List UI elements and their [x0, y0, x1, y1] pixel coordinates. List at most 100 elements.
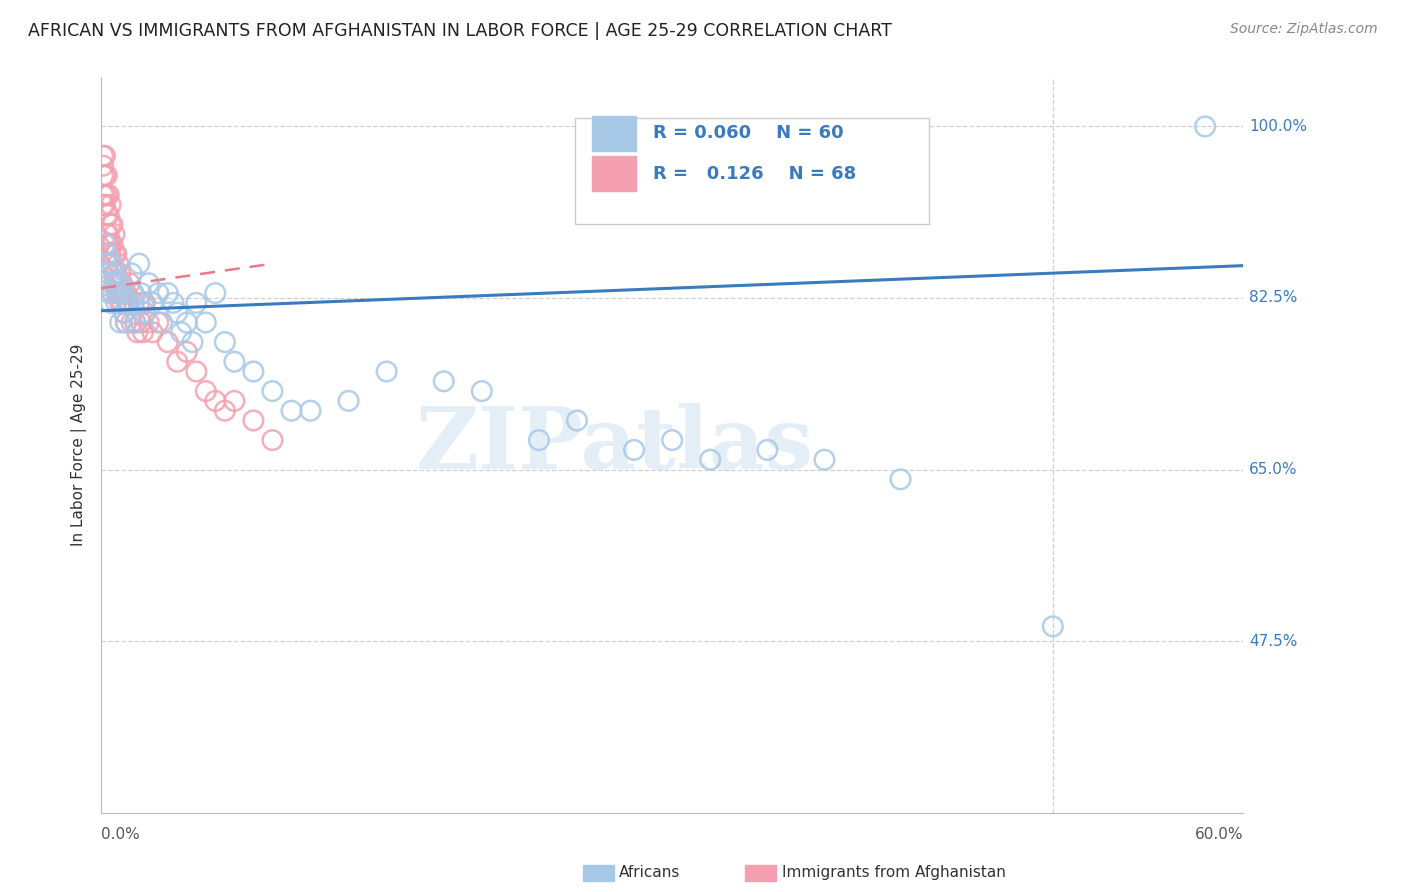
Point — [162, 296, 184, 310]
Point — [103, 267, 125, 281]
Point — [94, 149, 117, 163]
Point — [156, 286, 179, 301]
Point — [97, 267, 120, 281]
Point — [224, 393, 246, 408]
Point — [111, 277, 134, 291]
Point — [105, 277, 128, 291]
Point — [699, 452, 721, 467]
Point — [107, 257, 129, 271]
Text: 100.0%: 100.0% — [1249, 119, 1308, 134]
Point — [96, 188, 118, 202]
Point — [242, 413, 264, 427]
Point — [118, 296, 141, 310]
Point — [91, 188, 114, 202]
Point — [128, 257, 150, 271]
Text: R =   0.126    N = 68: R = 0.126 N = 68 — [652, 165, 856, 183]
Point — [115, 316, 138, 330]
Point — [280, 403, 302, 417]
Point — [94, 169, 117, 183]
Point — [96, 227, 118, 242]
Point — [150, 316, 173, 330]
Point — [375, 364, 398, 378]
Point — [105, 296, 128, 310]
Point — [112, 286, 135, 301]
Point — [108, 286, 131, 301]
Y-axis label: In Labor Force | Age 25-29: In Labor Force | Age 25-29 — [72, 343, 87, 546]
Point — [756, 442, 779, 457]
Point — [94, 198, 117, 212]
Point — [108, 277, 131, 291]
Point — [117, 296, 139, 310]
Point — [132, 296, 155, 310]
Point — [890, 472, 912, 486]
Point — [204, 286, 226, 301]
Point — [186, 296, 208, 310]
Point — [108, 267, 131, 281]
Point — [118, 277, 141, 291]
Point — [132, 326, 155, 340]
Point — [101, 286, 124, 301]
Point — [91, 149, 114, 163]
Point — [97, 237, 120, 252]
Point — [105, 267, 128, 281]
Point — [117, 296, 139, 310]
Point — [166, 354, 188, 368]
Point — [91, 198, 114, 212]
Point — [148, 286, 170, 301]
Text: Africans: Africans — [619, 865, 681, 880]
Point — [1042, 619, 1064, 633]
Text: 47.5%: 47.5% — [1249, 633, 1298, 648]
Point — [214, 335, 236, 350]
Point — [124, 316, 146, 330]
Point — [112, 306, 135, 320]
Text: 60.0%: 60.0% — [1195, 827, 1243, 842]
FancyBboxPatch shape — [575, 118, 929, 225]
Point — [262, 384, 284, 398]
Point — [129, 286, 152, 301]
Text: Source: ZipAtlas.com: Source: ZipAtlas.com — [1230, 22, 1378, 37]
Point — [148, 316, 170, 330]
Point — [101, 257, 124, 271]
Point — [96, 247, 118, 261]
Text: 0.0%: 0.0% — [101, 827, 139, 842]
Point — [134, 296, 156, 310]
Point — [100, 277, 122, 291]
Point — [111, 296, 134, 310]
Point — [242, 364, 264, 378]
Point — [194, 316, 217, 330]
Point — [813, 452, 835, 467]
Point — [623, 442, 645, 457]
Point — [112, 306, 135, 320]
Point — [103, 267, 125, 281]
Point — [94, 188, 117, 202]
Point — [176, 344, 198, 359]
Point — [122, 286, 145, 301]
FancyBboxPatch shape — [592, 116, 636, 151]
Text: AFRICAN VS IMMIGRANTS FROM AFGHANISTAN IN LABOR FORCE | AGE 25-29 CORRELATION CH: AFRICAN VS IMMIGRANTS FROM AFGHANISTAN I… — [28, 22, 891, 40]
Point — [1194, 120, 1216, 134]
Point — [111, 286, 134, 301]
Text: R = 0.060    N = 60: R = 0.060 N = 60 — [652, 124, 844, 143]
Point — [176, 316, 198, 330]
Point — [115, 286, 138, 301]
Point — [91, 169, 114, 183]
Point — [121, 316, 143, 330]
Point — [103, 227, 125, 242]
Point — [96, 237, 118, 252]
Point — [527, 433, 550, 447]
Point — [115, 316, 138, 330]
Point — [204, 393, 226, 408]
Point — [97, 208, 120, 222]
Point — [96, 257, 118, 271]
Point — [129, 316, 152, 330]
Point — [103, 277, 125, 291]
Point — [101, 237, 124, 252]
Point — [97, 257, 120, 271]
Point — [108, 316, 131, 330]
Point — [100, 237, 122, 252]
Point — [128, 296, 150, 310]
Point — [299, 403, 322, 417]
Point — [101, 257, 124, 271]
Point — [97, 227, 120, 242]
Point — [121, 267, 143, 281]
